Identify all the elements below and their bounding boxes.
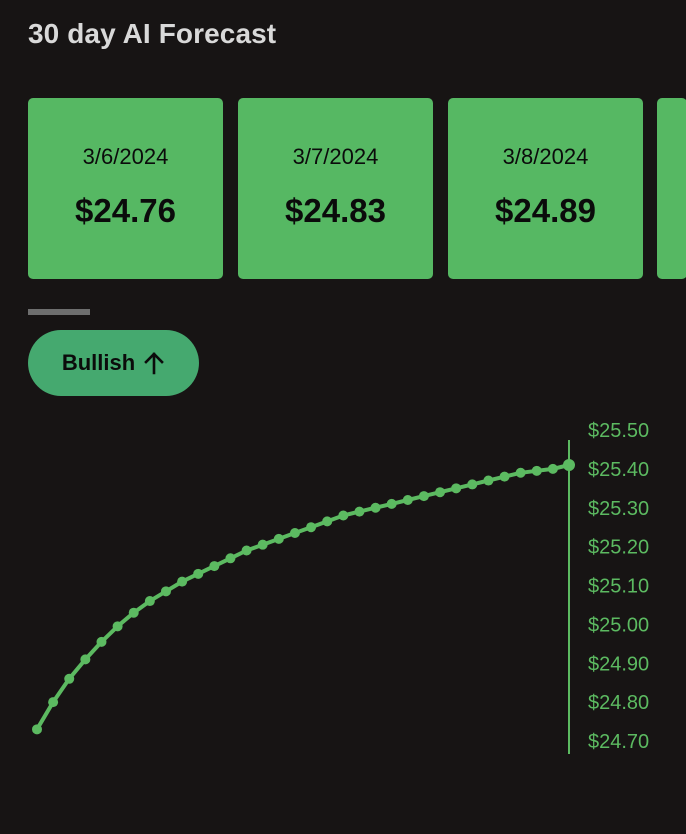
y-tick-label: $24.90 [588, 653, 649, 675]
data-point[interactable] [322, 516, 333, 527]
forecast-date: 3/6/2024 [82, 144, 169, 169]
data-point[interactable] [418, 491, 429, 502]
y-tick-label: $25.40 [588, 459, 649, 481]
y-tick-label: $25.00 [588, 614, 649, 636]
data-point[interactable] [193, 568, 204, 579]
trend-badge[interactable]: Bullish [28, 330, 199, 396]
data-point[interactable] [435, 487, 446, 498]
data-point[interactable] [144, 596, 155, 607]
forecast-price: $24.89 [495, 192, 596, 229]
data-point[interactable] [48, 697, 59, 708]
data-point[interactable] [209, 561, 220, 572]
y-tick-label: $25.30 [588, 498, 649, 520]
data-point[interactable] [515, 467, 526, 478]
y-tick-label: $25.50 [588, 420, 649, 442]
data-point[interactable] [499, 471, 510, 482]
data-point[interactable] [563, 458, 575, 471]
data-point[interactable] [386, 498, 397, 509]
data-point[interactable] [531, 465, 542, 476]
trend-label: Bullish [61, 350, 136, 375]
page-title: 30 day AI Forecast [28, 18, 277, 49]
arrow-up-icon [144, 352, 165, 375]
data-point[interactable] [402, 494, 413, 505]
data-point[interactable] [177, 576, 188, 587]
scroll-indicator[interactable] [28, 309, 90, 315]
data-point[interactable] [483, 475, 494, 486]
data-point[interactable] [354, 506, 365, 517]
forecast-price: $24.83 [285, 192, 386, 229]
data-point[interactable] [451, 483, 462, 494]
data-point[interactable] [370, 502, 381, 513]
data-point[interactable] [112, 621, 123, 632]
data-point[interactable] [128, 607, 139, 618]
data-point[interactable] [257, 539, 268, 550]
forecast-card[interactable]: 3/7/2024 $24.83 [238, 98, 433, 279]
forecast-chart: $25.50 $25.40 $25.30 $25.20 $25.10 $25.00 $24.… [32, 420, 649, 754]
data-point[interactable] [32, 724, 42, 735]
data-point[interactable] [96, 636, 107, 647]
data-point[interactable] [241, 545, 252, 556]
forecast-card-next[interactable] [657, 98, 686, 279]
data-point[interactable] [338, 510, 349, 521]
data-point[interactable] [64, 673, 75, 684]
forecast-line [35, 463, 570, 731]
data-point[interactable] [225, 553, 236, 564]
y-tick-label: $24.80 [588, 692, 649, 714]
data-point[interactable] [547, 463, 558, 474]
forecast-cards[interactable]: 3/6/2024 $24.76 3/7/2024 $24.83 3/8/2024… [28, 98, 686, 280]
data-point[interactable] [289, 528, 300, 539]
forecast-card[interactable]: 3/6/2024 $24.76 [28, 98, 223, 279]
forecast-price: $24.76 [75, 192, 176, 229]
y-tick-label: $25.20 [588, 537, 649, 559]
forecast-date: 3/7/2024 [292, 144, 379, 169]
data-point[interactable] [467, 479, 478, 490]
data-point[interactable] [306, 522, 317, 533]
forecast-date: 3/8/2024 [502, 144, 589, 169]
data-point[interactable] [160, 586, 171, 597]
y-tick-label: $25.10 [588, 576, 649, 598]
data-point[interactable] [80, 654, 91, 665]
y-tick-label: $24.70 [588, 731, 649, 753]
forecast-card[interactable]: 3/8/2024 $24.89 [448, 98, 643, 279]
data-point[interactable] [273, 533, 284, 544]
